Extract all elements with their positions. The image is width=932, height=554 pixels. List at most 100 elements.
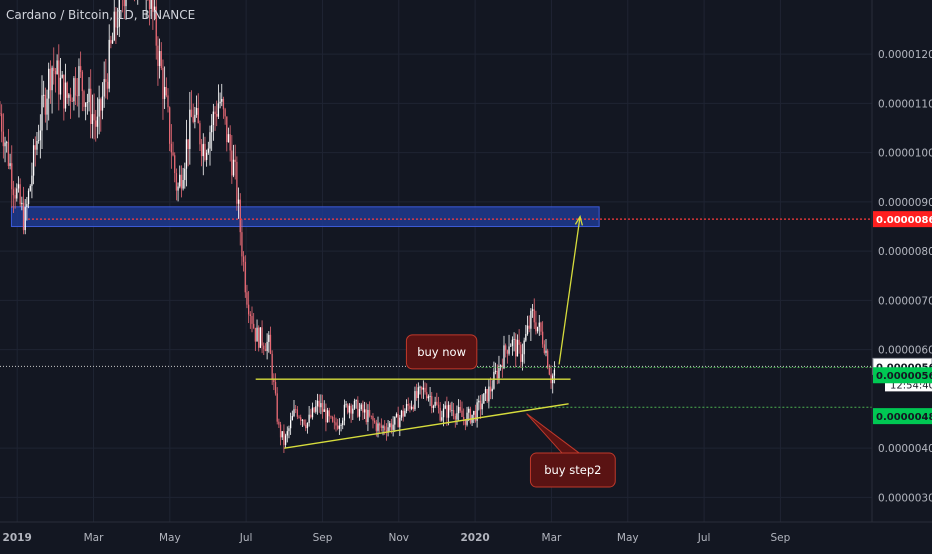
candle-body	[50, 69, 51, 90]
candle-body	[80, 66, 81, 72]
candle-body	[56, 60, 57, 74]
candle-body	[450, 405, 451, 410]
candle-body	[164, 87, 165, 99]
candle[interactable]	[487, 389, 488, 403]
candle-body	[82, 72, 83, 91]
candle-body	[58, 60, 59, 94]
candle-body	[493, 372, 494, 389]
candle-body	[345, 404, 346, 405]
candle-body	[539, 323, 540, 327]
candle-body	[354, 401, 355, 409]
candle-body	[394, 417, 395, 425]
candle[interactable]	[258, 325, 259, 351]
candle-body	[470, 409, 471, 423]
candle-body	[544, 344, 545, 353]
candle-body	[258, 328, 259, 348]
candle-body	[255, 328, 256, 342]
candle-body	[77, 95, 78, 96]
candle[interactable]	[260, 327, 261, 348]
candle-body	[374, 421, 375, 423]
candle-body	[191, 110, 192, 117]
candle-body	[487, 389, 488, 401]
candle-body	[428, 396, 429, 398]
candle[interactable]	[236, 156, 237, 210]
candle-body	[396, 414, 397, 417]
candle-body	[62, 75, 63, 78]
candle-body	[230, 134, 231, 150]
candle-body	[453, 410, 454, 416]
candle-body	[319, 401, 320, 407]
candle-body	[245, 262, 246, 293]
candle-body	[25, 207, 26, 230]
candle-body	[436, 402, 437, 405]
candle-body	[534, 309, 535, 322]
candle-body	[236, 162, 237, 204]
candle-body	[356, 400, 357, 401]
resistance-zone[interactable]	[11, 207, 599, 227]
candle-body	[308, 415, 309, 423]
candle-body	[507, 350, 508, 353]
candle-body	[310, 415, 311, 418]
candle-body	[201, 144, 202, 156]
candle-body	[490, 387, 491, 392]
candle-body	[547, 351, 548, 368]
candle-body	[277, 393, 278, 421]
time-tick-label: Mar	[542, 532, 562, 544]
candle-body	[361, 404, 362, 409]
candle-body	[51, 68, 52, 90]
candle-body	[223, 99, 224, 109]
candle-body	[445, 405, 446, 408]
candle[interactable]	[483, 393, 484, 404]
candle-body	[189, 110, 190, 149]
candle-body	[162, 68, 163, 99]
candle-body	[41, 95, 42, 130]
candle-body	[204, 144, 205, 160]
candle-body	[283, 431, 284, 445]
callout-buy-now[interactable]: buy now	[406, 335, 476, 369]
candle-body	[340, 425, 341, 426]
candle-body	[233, 160, 234, 176]
candle-body	[196, 108, 197, 115]
candle-body	[186, 139, 187, 168]
candle-body	[11, 163, 12, 189]
candle-body	[409, 406, 410, 409]
time-tick-label: May	[617, 532, 639, 544]
callout-text: buy step2	[544, 463, 601, 477]
candle-body	[55, 71, 56, 74]
candle-body	[473, 411, 474, 415]
candle-body	[443, 409, 444, 418]
candle-body	[325, 409, 326, 422]
candle-body	[513, 339, 514, 340]
candle[interactable]	[470, 407, 471, 424]
candle-body	[21, 203, 22, 204]
candle-body	[362, 404, 363, 412]
candle-body	[280, 425, 281, 438]
candle-body	[268, 335, 269, 342]
candle-body	[297, 409, 298, 416]
candle[interactable]	[547, 349, 548, 369]
candle-body	[384, 426, 385, 430]
candle-body	[391, 423, 392, 430]
candle-body	[285, 435, 286, 444]
candle-body	[161, 51, 162, 68]
candle-body	[95, 120, 96, 126]
candle-body	[107, 82, 108, 89]
candle-body	[31, 176, 32, 186]
resistance-zone-layer	[11, 207, 599, 227]
candle-body	[194, 115, 195, 122]
candle-body	[48, 69, 49, 99]
candle-body	[497, 371, 498, 378]
candle-body	[218, 103, 219, 116]
candle-body	[87, 102, 88, 103]
support-2-price-label-text: 0.00000483	[876, 412, 932, 423]
candle-body	[416, 391, 417, 398]
candle-body	[72, 101, 73, 102]
candle-body	[403, 411, 404, 417]
candle-body	[35, 145, 36, 149]
candle-body	[366, 409, 367, 422]
